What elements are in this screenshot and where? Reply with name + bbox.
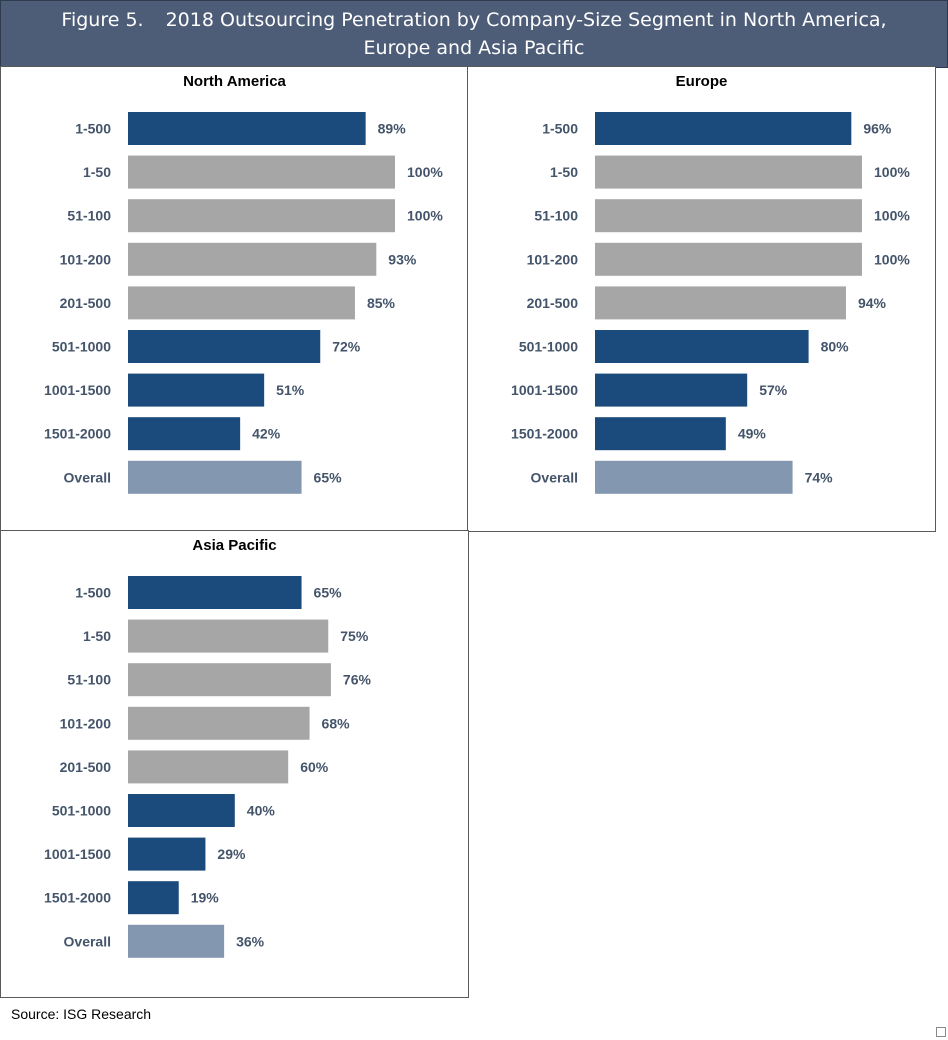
- data-label: 65%: [314, 469, 343, 485]
- data-label: 72%: [332, 339, 361, 355]
- data-label: 51%: [276, 382, 305, 398]
- data-label: 57%: [759, 382, 788, 398]
- data-label: 100%: [874, 251, 910, 267]
- bar-chart-north-america: 1-500 89% 1-50 100% 51-100 100% 101-200 93% 201-…: [44, 112, 443, 494]
- category-label: Overall: [64, 469, 111, 485]
- category-label: 501-1000: [52, 339, 111, 355]
- category-label: 1501-2000: [44, 426, 111, 442]
- data-label: 19%: [191, 890, 220, 906]
- bar: [595, 199, 862, 233]
- category-label: 1-50: [83, 628, 111, 644]
- bar: [128, 242, 377, 276]
- data-label: 65%: [314, 585, 343, 601]
- bar: [128, 112, 366, 145]
- bar: [595, 460, 793, 494]
- data-label: 68%: [322, 715, 351, 731]
- category-label: 501-1000: [52, 803, 111, 819]
- data-label: 40%: [247, 803, 276, 819]
- category-label: Overall: [64, 933, 111, 949]
- category-label: Overall: [531, 469, 578, 485]
- data-label: 75%: [340, 628, 369, 644]
- data-label: 94%: [858, 295, 887, 311]
- category-label: 201-500: [527, 295, 579, 311]
- bar: [128, 460, 302, 494]
- bar: [128, 706, 310, 740]
- category-label: 51-100: [534, 208, 578, 224]
- category-label: 1001-1500: [44, 846, 111, 862]
- category-label: 1001-1500: [44, 382, 111, 398]
- data-label: 100%: [874, 164, 910, 180]
- bar: [128, 794, 235, 827]
- category-label: 1-50: [83, 164, 111, 180]
- category-label: 51-100: [67, 672, 111, 688]
- bar: [128, 576, 302, 609]
- data-label: 76%: [343, 672, 372, 688]
- resize-handle: [936, 1027, 946, 1037]
- bar: [595, 417, 726, 451]
- bar: [128, 155, 395, 189]
- bar: [595, 155, 862, 189]
- category-label: 1-500: [75, 585, 111, 601]
- figure-title: 2018 Outsourcing Penetration by Company-…: [165, 9, 887, 59]
- category-label: 201-500: [60, 759, 112, 775]
- category-label: 201-500: [60, 295, 112, 311]
- data-label: 89%: [378, 121, 407, 137]
- figure-label: Figure 5.: [61, 9, 144, 31]
- bar: [595, 330, 809, 363]
- figure-header: Figure 5. 2018 Outsourcing Penetration by…: [0, 0, 948, 68]
- data-label: 29%: [217, 846, 246, 862]
- category-label: 1501-2000: [44, 890, 111, 906]
- chart-title: Asia Pacific: [192, 537, 277, 554]
- bar: [595, 373, 748, 407]
- bar: [595, 112, 852, 145]
- category-label: 101-200: [60, 251, 112, 267]
- bar: [128, 286, 355, 320]
- bar: [128, 750, 289, 784]
- data-label: 80%: [821, 339, 850, 355]
- data-label: 42%: [252, 426, 281, 442]
- category-label: 1001-1500: [511, 382, 578, 398]
- category-label: 101-200: [527, 251, 579, 267]
- category-label: 1-500: [75, 121, 111, 137]
- bar: [128, 924, 225, 958]
- data-label: 36%: [236, 933, 265, 949]
- bar: [595, 242, 862, 276]
- figure-title-block: Figure 5. 2018 Outsourcing Penetration by…: [34, 6, 914, 62]
- chart-panel-asia-pacific: Asia Pacific 1-500 65% 1-50 75% 51-100 76% 101…: [0, 530, 469, 998]
- bar: [128, 373, 265, 407]
- chart-title: North America: [183, 73, 286, 90]
- category-label: 1501-2000: [511, 426, 578, 442]
- category-label: 101-200: [60, 715, 112, 731]
- data-label: 60%: [300, 759, 329, 775]
- bar: [128, 619, 329, 653]
- chart-panel-europe: Europe 1-500 96% 1-50 100% 51-100 100% 101-200…: [467, 66, 936, 532]
- category-label: 1-500: [542, 121, 578, 137]
- bar: [595, 286, 846, 320]
- bar: [128, 881, 179, 915]
- data-label: 100%: [874, 208, 910, 224]
- bar: [128, 837, 206, 871]
- source-note: Source: ISG Research: [11, 1006, 152, 1022]
- category-label: 51-100: [67, 208, 111, 224]
- category-label: 1-50: [550, 164, 578, 180]
- chart-panel-north-america: North America 1-500 89% 1-50 100% 51-100 100%…: [0, 66, 469, 532]
- data-label: 49%: [738, 426, 767, 442]
- data-label: 93%: [388, 251, 417, 267]
- chart-title: Europe: [675, 73, 728, 90]
- data-label: 100%: [407, 208, 443, 224]
- bar-chart-asia-pacific: 1-500 65% 1-50 75% 51-100 76% 101-200 68% 201-50…: [44, 576, 372, 958]
- data-label: 85%: [367, 295, 396, 311]
- bar: [128, 663, 331, 697]
- data-label: 96%: [863, 121, 892, 137]
- bar-chart-europe: 1-500 96% 1-50 100% 51-100 100% 101-200 100% 201…: [511, 112, 910, 494]
- data-label: 74%: [805, 469, 834, 485]
- bar: [128, 199, 395, 233]
- category-label: 501-1000: [519, 339, 578, 355]
- bar: [128, 417, 241, 451]
- bar: [128, 330, 321, 363]
- data-label: 100%: [407, 164, 443, 180]
